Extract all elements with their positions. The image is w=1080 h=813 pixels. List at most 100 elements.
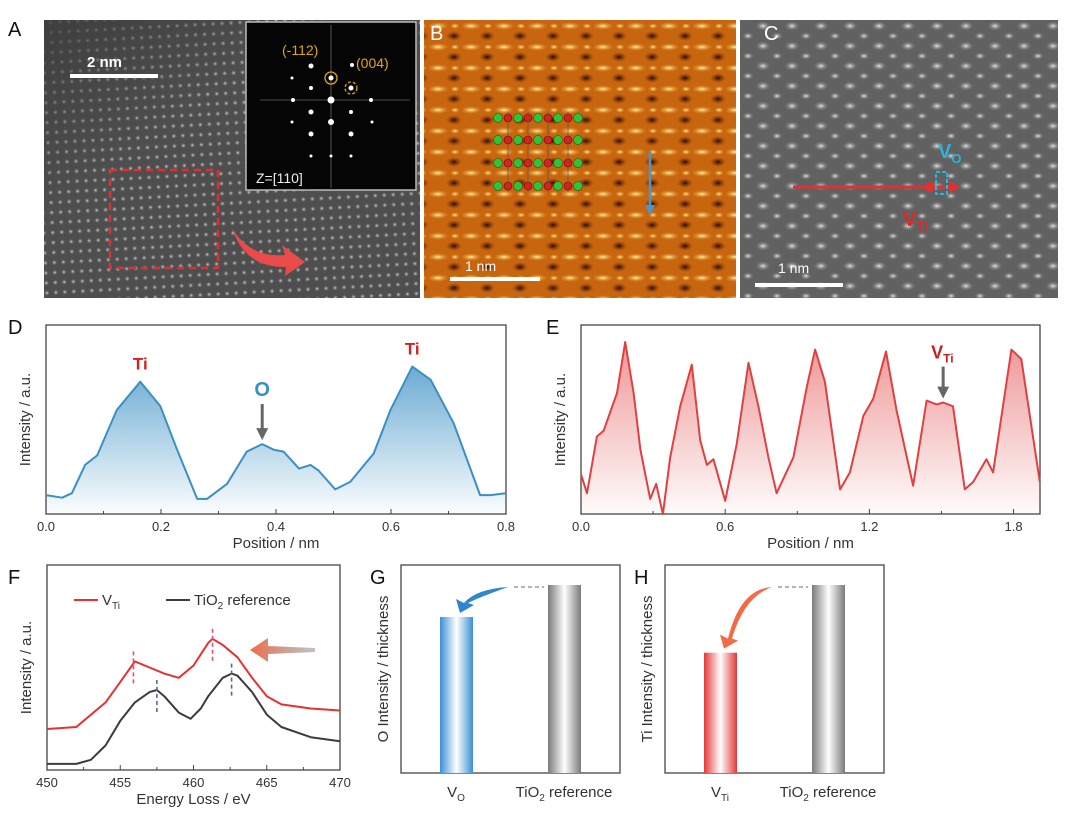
ti-atom [493, 158, 503, 168]
chart-panel-f: Intensity / a.u. 450 455 460 465 470 Energy Lo… [18, 564, 351, 808]
annotation-label: O [254, 379, 270, 401]
ti-atom [533, 113, 543, 123]
vti-label: VTi [903, 209, 928, 234]
panel-label-d: D [8, 317, 22, 339]
ti-vacancy-marker [925, 182, 935, 192]
ti-atom [573, 113, 583, 123]
ti-atom [493, 135, 503, 145]
ti-atom [553, 158, 563, 168]
ti-atom [573, 135, 583, 145]
legend-label: VTi [102, 592, 120, 612]
plot-frame [664, 564, 885, 774]
stem-image-defects [740, 20, 1058, 298]
y-axis-label: Ti Intensity / thickness [639, 596, 656, 743]
panel-label-f: F [8, 567, 20, 589]
ti-atom [533, 135, 543, 145]
series-line [45, 365, 507, 500]
bar [812, 585, 845, 773]
ti-atom [493, 181, 503, 191]
category-label: VTi [711, 784, 729, 804]
panel-a: A 2 nm (-112) (004) Z=[110] [8, 19, 420, 298]
chart-panel-h: Ti Intensity / thickness VTi TiO2 referenc… [639, 564, 885, 804]
panel-b: B 1 nm [424, 20, 736, 298]
category-label: TiO2 reference [780, 784, 877, 804]
x-tick-label: 0.4 [267, 519, 285, 534]
area-fill [581, 342, 1040, 514]
series-line [47, 672, 341, 765]
x-tick-label: 0.0 [37, 519, 55, 534]
fft-inset: (-112) (004) Z=[110] [245, 21, 417, 191]
y-axis-label: Intensity / a.u. [18, 621, 35, 714]
panel-label-e: E [546, 317, 559, 339]
x-tick-label: 0.6 [382, 519, 400, 534]
y-axis-label: Intensity / a.u. [17, 373, 34, 466]
area-fill [46, 366, 506, 514]
ti-atom [493, 113, 503, 123]
zone-axis-label: Z=[110] [256, 170, 303, 186]
annotation-label: Ti [405, 340, 420, 359]
x-tick-label: 1.2 [860, 519, 878, 534]
shift-arrow-icon [250, 638, 315, 662]
chart-panel-e: Intensity / a.u. 0.0 0.6 1.2 1.8 Position / n… [552, 324, 1041, 552]
bar [440, 616, 473, 773]
fft-label-112: (-112) [282, 42, 318, 58]
curved-arrow-icon [232, 228, 305, 276]
scale-bar-label: 1 nm [465, 258, 496, 274]
x-tick-label: 465 [256, 775, 278, 790]
fft-spot-marker [324, 71, 338, 85]
category-label: TiO2 reference [516, 784, 613, 804]
x-tick-label: 450 [36, 775, 58, 790]
x-axis-label: Position / nm [767, 535, 854, 552]
ti-atom [553, 135, 563, 145]
series-line [580, 341, 1041, 515]
panel-c: C VO VTi 1 nm [740, 20, 1058, 298]
o-vacancy-marker [935, 171, 948, 195]
plot-frame [400, 564, 621, 774]
panel-label-h: H [634, 567, 648, 589]
x-tick-label: 0.6 [716, 519, 734, 534]
y-axis-label: O Intensity / thickness [375, 596, 392, 743]
x-axis-label: Energy Loss / eV [136, 791, 250, 808]
series-line [46, 637, 341, 730]
decrease-arrow-icon [456, 587, 508, 613]
ti-atom [553, 113, 563, 123]
chart-panel-d: Intensity / a.u. 0.0 0.2 0.4 0.6 0.8 Position … [17, 324, 515, 552]
ti-atom [553, 181, 563, 191]
scale-bar-label: 1 nm [778, 260, 809, 276]
ti-atom [573, 181, 583, 191]
x-tick-label: 0.2 [152, 519, 170, 534]
fft-spots [290, 63, 374, 158]
charts: Intensity / a.u. 0.0 0.2 0.4 0.6 0.8 Position … [17, 324, 1041, 808]
ti-atom [533, 181, 543, 191]
panel-label-b: B [430, 23, 443, 45]
x-tick-label: 455 [109, 775, 131, 790]
legend-label: TiO2 reference [194, 592, 291, 612]
fft-label-004: (004) [356, 55, 389, 71]
chart-panel-g: O Intensity / thickness VO TiO2 reference [375, 564, 621, 804]
x-tick-label: 470 [329, 775, 351, 790]
atomic-model [493, 112, 583, 192]
panel-label-g: G [370, 567, 386, 589]
scale-bar-label: 2 nm [87, 54, 122, 71]
y-axis-label: Intensity / a.u. [552, 373, 569, 466]
annotation-label: Ti [133, 355, 148, 374]
x-axis-label: Position / nm [233, 535, 320, 552]
vo-label: VO [938, 141, 961, 166]
panel-label-a: A [8, 19, 22, 41]
bar [704, 652, 737, 773]
ti-atom [513, 181, 523, 191]
ti-atom [513, 158, 523, 168]
ti-atom [513, 113, 523, 123]
x-tick-label: 1.8 [1005, 519, 1023, 534]
category-label: VO [447, 784, 465, 804]
x-tick-label: 0.0 [572, 519, 590, 534]
ti-atom [513, 135, 523, 145]
panel-label-c: C [764, 23, 778, 45]
x-tick-label: 460 [183, 775, 205, 790]
ti-atom [533, 158, 543, 168]
fft-spot-marker [344, 81, 358, 95]
annotation-label: VTi [931, 343, 953, 366]
ti-atom [573, 158, 583, 168]
decrease-arrow-icon [720, 587, 772, 649]
